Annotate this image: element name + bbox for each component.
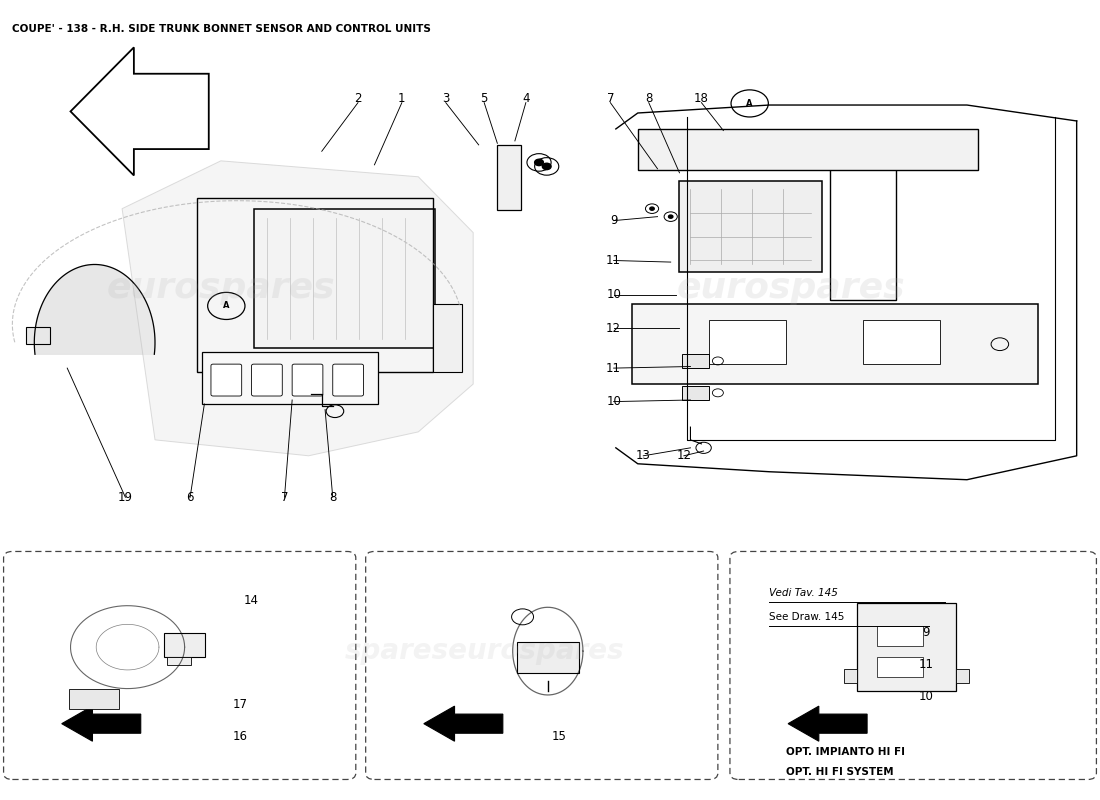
Text: spareseurospares: spareseurospares <box>344 637 624 665</box>
Bar <box>682 386 710 400</box>
Bar <box>167 657 191 665</box>
Text: Vedi Tav. 145: Vedi Tav. 145 <box>769 588 838 598</box>
Text: 11: 11 <box>606 362 621 374</box>
Text: 10: 10 <box>918 690 934 703</box>
Bar <box>680 181 822 273</box>
Text: 11: 11 <box>918 658 934 671</box>
Text: 10: 10 <box>606 395 621 408</box>
Text: 12: 12 <box>606 322 621 334</box>
Text: 9: 9 <box>609 214 617 227</box>
Bar <box>862 320 939 364</box>
Text: 8: 8 <box>329 490 337 504</box>
Bar <box>202 352 377 404</box>
Polygon shape <box>62 706 141 742</box>
Bar <box>25 326 50 344</box>
Text: 9: 9 <box>923 626 931 639</box>
Text: A: A <box>747 99 752 108</box>
Circle shape <box>535 159 543 166</box>
Text: 7: 7 <box>280 490 288 504</box>
Bar <box>69 690 119 710</box>
Polygon shape <box>432 304 462 372</box>
Text: COUPE' - 138 - R.H. SIDE TRUNK BONNET SENSOR AND CONTROL UNITS: COUPE' - 138 - R.H. SIDE TRUNK BONNET SE… <box>12 24 431 34</box>
Text: 19: 19 <box>118 490 133 504</box>
Text: eurospares: eurospares <box>107 271 336 306</box>
Text: OPT. IMPIANTO HI FI: OPT. IMPIANTO HI FI <box>785 747 905 758</box>
Circle shape <box>669 215 673 218</box>
Polygon shape <box>788 706 867 742</box>
Text: 6: 6 <box>186 490 194 504</box>
Text: 4: 4 <box>522 92 529 105</box>
Bar <box>632 304 1038 384</box>
Text: 12: 12 <box>676 450 692 462</box>
Bar <box>844 669 857 683</box>
Bar <box>164 633 206 657</box>
Text: 10: 10 <box>606 288 621 302</box>
Text: A: A <box>223 302 230 310</box>
Polygon shape <box>122 161 473 456</box>
Polygon shape <box>70 47 209 175</box>
Text: 13: 13 <box>636 450 651 462</box>
Text: 15: 15 <box>551 730 566 743</box>
FancyBboxPatch shape <box>252 364 283 396</box>
Bar <box>682 354 710 368</box>
Circle shape <box>650 207 654 210</box>
Text: eurospares: eurospares <box>678 271 905 306</box>
Text: 17: 17 <box>233 698 249 711</box>
Bar <box>710 320 785 364</box>
Text: 11: 11 <box>606 254 621 267</box>
FancyBboxPatch shape <box>293 364 323 396</box>
Text: OPT. HI FI SYSTEM: OPT. HI FI SYSTEM <box>785 767 893 778</box>
Text: 18: 18 <box>694 92 708 105</box>
Bar <box>877 626 923 646</box>
Text: 16: 16 <box>233 730 249 743</box>
Text: 8: 8 <box>645 92 652 105</box>
Text: 1: 1 <box>398 92 406 105</box>
Bar <box>877 657 923 677</box>
Bar <box>497 145 521 210</box>
Bar <box>829 133 895 300</box>
Bar <box>638 129 978 170</box>
FancyBboxPatch shape <box>332 364 363 396</box>
Bar <box>254 209 434 348</box>
Text: 2: 2 <box>354 92 362 105</box>
Polygon shape <box>34 265 155 354</box>
Bar <box>956 669 969 683</box>
Polygon shape <box>424 706 503 742</box>
Bar <box>197 198 432 372</box>
Text: See Draw. 145: See Draw. 145 <box>769 612 845 622</box>
Circle shape <box>542 163 551 170</box>
Text: 3: 3 <box>442 92 450 105</box>
Text: 7: 7 <box>606 92 614 105</box>
Bar <box>857 603 956 691</box>
Text: 5: 5 <box>481 92 488 105</box>
Text: 14: 14 <box>244 594 260 607</box>
FancyBboxPatch shape <box>211 364 242 396</box>
Bar <box>517 642 579 673</box>
